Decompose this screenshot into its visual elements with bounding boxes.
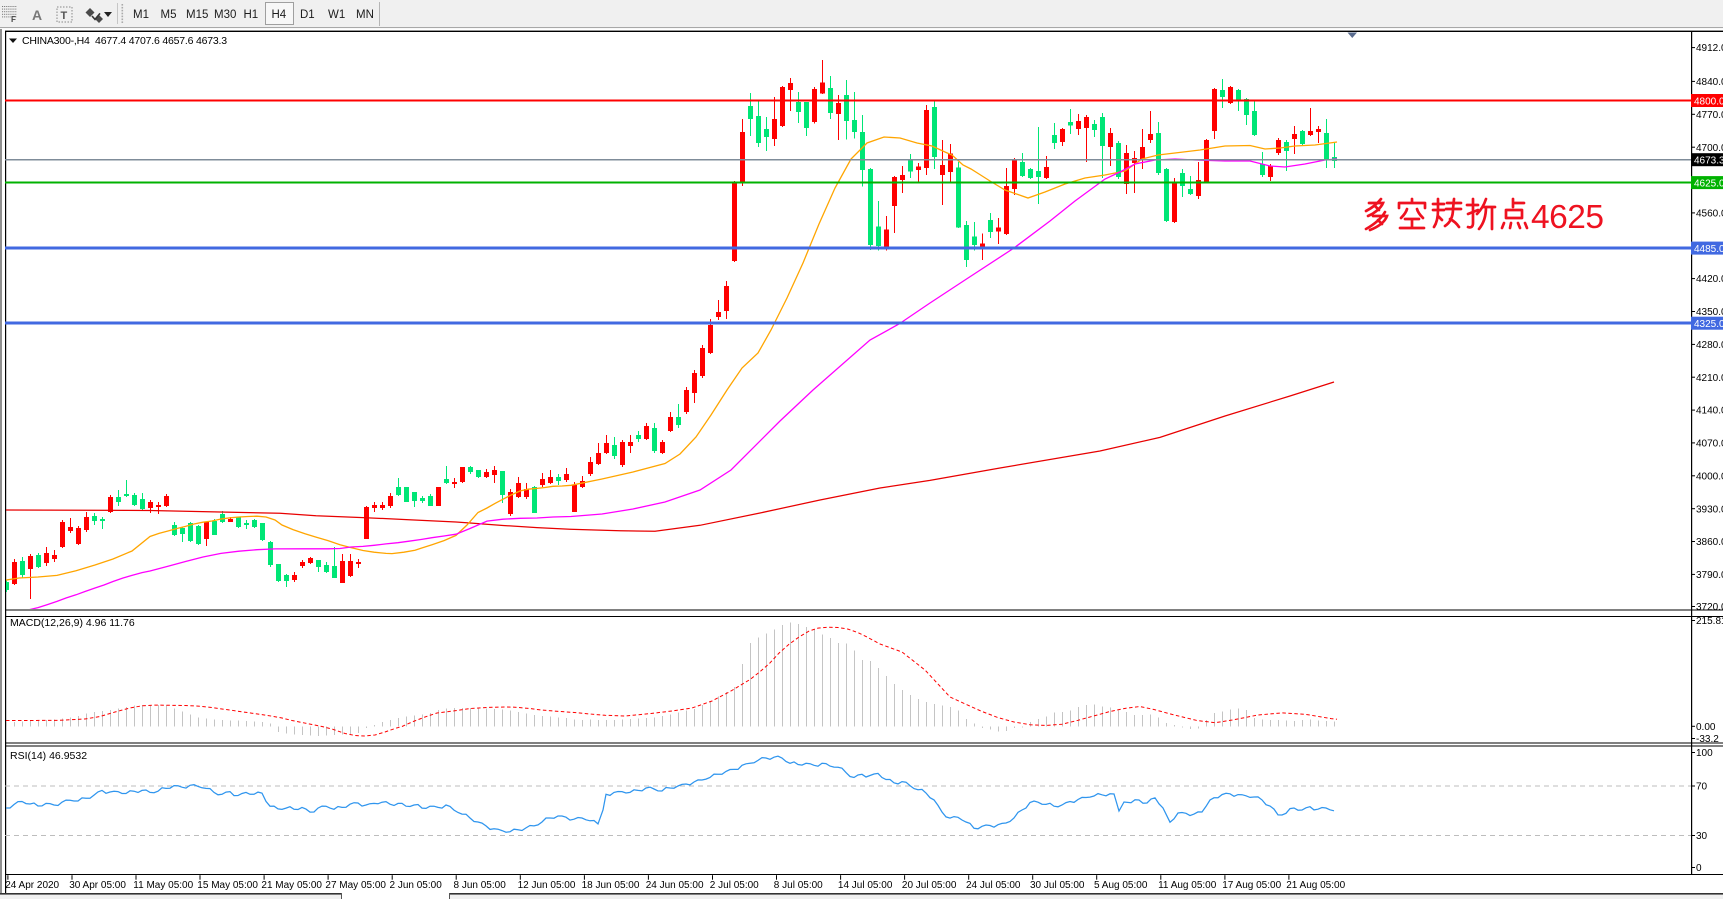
svg-text:RSI(14) 46.9532: RSI(14) 46.9532 [10, 750, 87, 762]
svg-text:4325.0: 4325.0 [1694, 319, 1723, 330]
svg-text:5 Aug 05:00: 5 Aug 05:00 [1094, 880, 1148, 891]
svg-text:4140.0: 4140.0 [1696, 406, 1723, 417]
svg-text:A: A [32, 7, 42, 23]
svg-text:0: 0 [1696, 863, 1702, 874]
svg-text:70: 70 [1696, 782, 1708, 793]
svg-text:8 Jul 05:00: 8 Jul 05:00 [774, 880, 823, 891]
svg-text:H1: H1 [244, 9, 259, 21]
svg-text:CHINA300-,H4 4677.4 4707.6 46: CHINA300-,H4 4677.4 4707.6 4657.6 4673.3 [22, 35, 227, 47]
svg-text:21 Aug 05:00: 21 Aug 05:00 [1286, 880, 1345, 891]
svg-text:4210.0: 4210.0 [1696, 373, 1723, 384]
svg-text:4560.0: 4560.0 [1696, 209, 1723, 220]
svg-text:18 Jun 05:00: 18 Jun 05:00 [582, 880, 640, 891]
svg-text:D1: D1 [300, 9, 315, 21]
svg-text:14 Jul 05:00: 14 Jul 05:00 [838, 880, 893, 891]
svg-text:3860.0: 3860.0 [1696, 537, 1723, 548]
svg-text:4070.0: 4070.0 [1696, 439, 1723, 450]
svg-text:4770.0: 4770.0 [1696, 110, 1723, 121]
svg-text:27 May 05:00: 27 May 05:00 [325, 880, 386, 891]
svg-text:4625: 4625 [1531, 199, 1604, 236]
svg-text:W1: W1 [328, 9, 345, 21]
svg-text:11 May 05:00: 11 May 05:00 [133, 880, 193, 891]
svg-text:T: T [61, 10, 68, 22]
svg-text:3720.0: 3720.0 [1696, 602, 1723, 613]
svg-text:F: F [11, 15, 16, 24]
svg-text:21 May 05:00: 21 May 05:00 [261, 880, 322, 891]
svg-text:4700.0: 4700.0 [1696, 143, 1723, 154]
svg-text:24 Jul 05:00: 24 Jul 05:00 [966, 880, 1021, 891]
svg-text:30 Jul 05:00: 30 Jul 05:00 [1030, 880, 1085, 891]
svg-text:24 Apr 2020: 24 Apr 2020 [5, 880, 59, 891]
svg-text:0.00: 0.00 [1696, 722, 1716, 733]
svg-text:12 Jun 05:00: 12 Jun 05:00 [518, 880, 576, 891]
svg-text:-33.2: -33.2 [1696, 734, 1719, 745]
svg-text:4350.0: 4350.0 [1696, 307, 1723, 318]
svg-text:215.81: 215.81 [1696, 616, 1723, 627]
svg-text:2 Jun 05:00: 2 Jun 05:00 [390, 880, 443, 891]
svg-text:M1: M1 [133, 9, 149, 21]
svg-text:4420.0: 4420.0 [1696, 274, 1723, 285]
svg-text:4800.0: 4800.0 [1694, 96, 1723, 107]
svg-text:4625.0: 4625.0 [1694, 178, 1723, 189]
svg-text:4280.0: 4280.0 [1696, 340, 1723, 351]
svg-text:4673.3: 4673.3 [1694, 156, 1723, 167]
svg-text:30 Apr 05:00: 30 Apr 05:00 [69, 880, 126, 891]
svg-text:H4: H4 [272, 9, 287, 21]
svg-text:4000.0: 4000.0 [1696, 471, 1723, 482]
svg-text:MACD(12,26,9) 4.96 11.76: MACD(12,26,9) 4.96 11.76 [10, 617, 135, 629]
svg-text:4485.0: 4485.0 [1694, 244, 1723, 255]
svg-text:3790.0: 3790.0 [1696, 570, 1723, 581]
svg-text:3930.0: 3930.0 [1696, 504, 1723, 515]
svg-text:100: 100 [1696, 748, 1713, 759]
svg-text:24 Jun 05:00: 24 Jun 05:00 [646, 880, 704, 891]
svg-text:4840.0: 4840.0 [1696, 77, 1723, 88]
svg-text:4912.0: 4912.0 [1696, 43, 1723, 54]
svg-text:15 May 05:00: 15 May 05:00 [197, 880, 258, 891]
svg-text:2 Jul 05:00: 2 Jul 05:00 [710, 880, 759, 891]
svg-text:30: 30 [1696, 831, 1708, 842]
svg-text:11 Aug 05:00: 11 Aug 05:00 [1158, 880, 1217, 891]
svg-text:8 Jun 05:00: 8 Jun 05:00 [454, 880, 507, 891]
svg-text:M15: M15 [186, 9, 208, 21]
svg-text:17 Aug 05:00: 17 Aug 05:00 [1222, 880, 1281, 891]
svg-text:M5: M5 [161, 9, 177, 21]
svg-text:MN: MN [356, 9, 374, 21]
svg-text:20 Jul 05:00: 20 Jul 05:00 [902, 880, 957, 891]
svg-text:M30: M30 [214, 9, 236, 21]
